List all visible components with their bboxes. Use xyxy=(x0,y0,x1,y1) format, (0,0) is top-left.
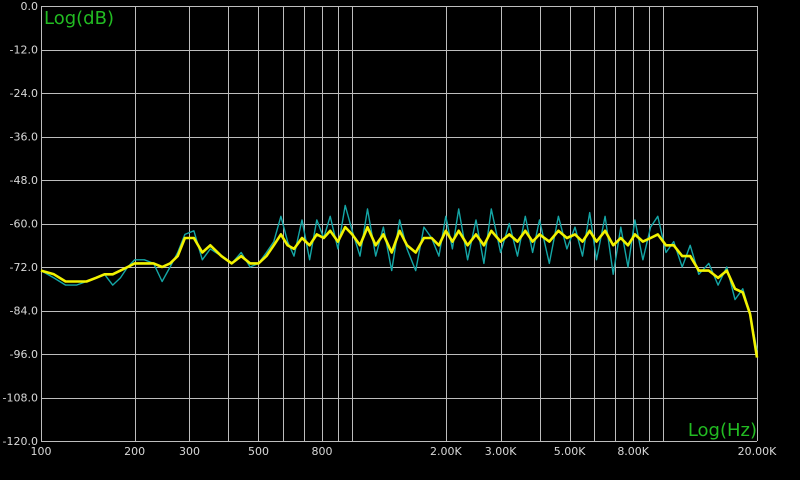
y-tick-label: -48.0 xyxy=(10,174,38,187)
series-layer xyxy=(40,204,759,358)
y-tick-label: -108.0 xyxy=(3,392,38,405)
y-axis-title: Log(dB) xyxy=(44,8,114,29)
y-tick-label: -24.0 xyxy=(10,87,38,100)
x-axis-title: Log(Hz) xyxy=(688,420,757,441)
x-tick-label: 300 xyxy=(179,445,200,458)
y-tick-label: -60.0 xyxy=(10,218,38,231)
series-smoothed-line xyxy=(40,225,759,358)
x-tick-label: 500 xyxy=(248,445,269,458)
y-tick-label: -120.0 xyxy=(3,435,38,448)
x-tick-labels: 100 200 300 500 800 2.00K 3.00K 5.00K 8.00K 20.00… xyxy=(31,445,778,458)
x-tick-label: 800 xyxy=(312,445,333,458)
x-tick-label: 5.00K xyxy=(554,445,586,458)
x-tick-label: 20.00K xyxy=(738,445,777,458)
x-tick-label: 200 xyxy=(124,445,145,458)
y-tick-label: -96.0 xyxy=(10,348,38,361)
y-tick-label: -36.0 xyxy=(10,131,38,144)
grid xyxy=(41,6,758,442)
y-tick-label: -12.0 xyxy=(10,44,38,57)
x-tick-label: 8.00K xyxy=(617,445,649,458)
y-tick-labels: 0.0 -12.0 -24.0 -36.0 -48.0 -60.0 -72.0 -84.0 -9… xyxy=(3,0,38,448)
y-tick-label: -84.0 xyxy=(10,305,38,318)
x-tick-label: 100 xyxy=(31,445,52,458)
x-tick-label: 3.00K xyxy=(485,445,517,458)
y-tick-label: -72.0 xyxy=(10,261,38,274)
x-tick-label: 2.00K xyxy=(430,445,462,458)
y-tick-label: 0.0 xyxy=(21,0,39,13)
